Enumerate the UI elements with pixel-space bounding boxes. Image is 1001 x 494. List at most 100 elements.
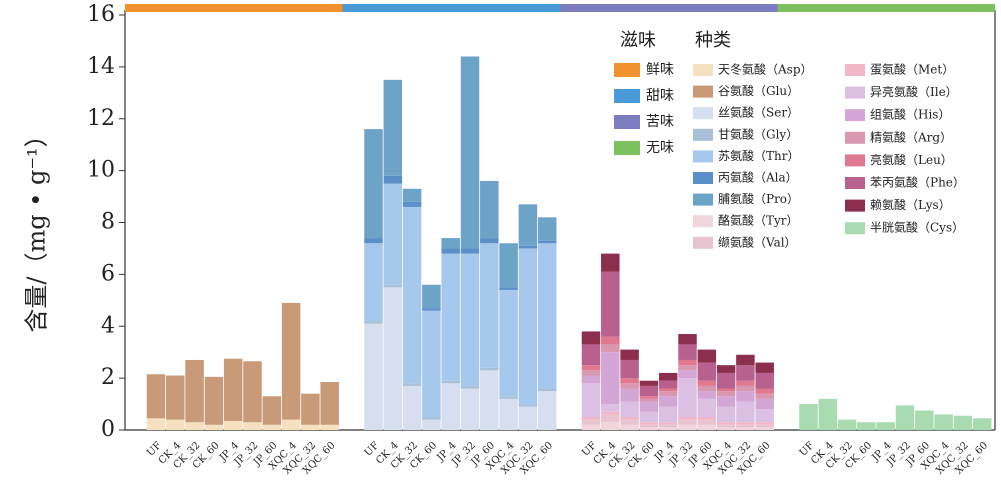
legend-label: 丙氨酸（Ala）	[718, 170, 798, 185]
bar-segment	[678, 417, 697, 420]
bar-segment	[581, 383, 601, 418]
bar-segment	[460, 56, 480, 249]
bar-segment	[799, 404, 818, 430]
legend-swatch	[693, 64, 713, 76]
bar-segment	[146, 418, 166, 430]
bar-segment	[658, 388, 678, 392]
bar-segment	[678, 365, 697, 371]
bar-segment	[658, 427, 678, 430]
bar-segment	[364, 243, 383, 322]
bar-segment	[716, 365, 736, 373]
bar-segment	[639, 411, 659, 423]
bar-segment	[716, 422, 736, 425]
bar-segment	[697, 391, 717, 399]
bar-segment	[716, 372, 736, 389]
legend-label: 苯丙氨酸（Phe）	[870, 175, 965, 190]
bar-segment	[499, 398, 518, 430]
legend-label: 甜味	[646, 88, 674, 104]
legend-swatch	[845, 177, 865, 189]
bar-segment	[620, 424, 639, 430]
bar-segment	[422, 310, 441, 418]
bar-segment	[658, 422, 678, 425]
legend-swatch	[693, 193, 713, 206]
bar-segment	[480, 238, 499, 244]
bar-segment	[601, 253, 620, 272]
bar-segment	[697, 349, 717, 363]
legend-swatch	[845, 154, 865, 167]
bar-segment	[837, 419, 857, 430]
bar-segment	[422, 417, 441, 420]
bar-segment	[601, 422, 620, 430]
bar-segment	[818, 398, 838, 430]
bar-segment	[320, 382, 339, 425]
bar-segment	[755, 362, 774, 373]
bar-segment	[581, 344, 601, 366]
bar-segment	[518, 406, 538, 430]
bar-segment	[383, 79, 403, 176]
bar-segment	[601, 352, 620, 405]
bar-segment	[499, 243, 518, 288]
bar-segment	[281, 302, 301, 420]
bar-segment	[639, 427, 659, 430]
bar-segment	[537, 243, 557, 389]
bar-segment	[736, 365, 755, 381]
bar-segment	[697, 380, 717, 386]
bar-segment	[716, 406, 736, 423]
bar-segment	[601, 271, 620, 337]
bar-segment	[620, 378, 639, 384]
bar-segment	[736, 401, 755, 423]
bar-segment	[716, 396, 736, 407]
bar-segment	[185, 422, 204, 430]
bar-segment	[601, 411, 620, 415]
bar-segment	[620, 401, 639, 418]
y-tick-label: 4	[101, 313, 115, 338]
bar-segment	[678, 344, 697, 360]
bar-segment	[736, 380, 755, 386]
bar-segment	[639, 396, 659, 399]
bar-segment	[736, 427, 755, 430]
bar-segment	[697, 419, 717, 425]
legend-label: 半胱氨酸（Cys）	[870, 220, 964, 235]
bar-segment	[499, 289, 518, 397]
bar-segment	[716, 424, 736, 428]
bar-segment	[480, 370, 499, 430]
bar-segment	[755, 424, 774, 428]
bar-segment	[518, 404, 538, 407]
bar-segment	[601, 336, 620, 345]
legend-swatch	[845, 199, 865, 212]
bar-segment	[320, 424, 339, 430]
bar-segment	[185, 359, 204, 423]
legend-title: 种类	[695, 30, 731, 51]
bar-segment	[736, 354, 755, 366]
y-tick-label: 0	[101, 417, 115, 442]
legend-label: 天冬氨酸（Asp）	[718, 62, 813, 77]
bar-segment	[480, 367, 499, 371]
bar-segment	[480, 181, 499, 239]
bar-segment	[620, 383, 639, 389]
bar-segment	[422, 284, 441, 309]
bar-segment	[460, 248, 480, 254]
bar-segment	[716, 391, 736, 397]
legend-swatch	[693, 236, 713, 249]
legend-swatch	[614, 141, 640, 155]
legend-swatch	[693, 150, 713, 163]
legend-swatch	[693, 128, 713, 141]
bar-segment	[658, 406, 678, 423]
legend-label: 蛋氨酸（Met）	[870, 62, 954, 77]
bar-segment	[518, 248, 538, 405]
bar-segment	[223, 420, 243, 430]
bar-segment	[697, 424, 717, 430]
bar-segment	[736, 385, 755, 392]
legend-swatch	[693, 85, 713, 98]
legend-label: 谷氨酸（Glu）	[718, 83, 799, 98]
bar-segment	[601, 404, 620, 412]
bar-segment	[639, 424, 659, 428]
legend-label: 鲜味	[646, 62, 674, 78]
y-axis-label: 含量/（mg • g⁻¹）	[23, 123, 51, 332]
bar-segment	[915, 410, 934, 430]
bar-segment	[166, 375, 185, 420]
legend-swatch	[693, 107, 713, 120]
bar-segment	[364, 323, 383, 430]
bar-segment	[581, 375, 601, 384]
bar-segment	[480, 243, 499, 368]
